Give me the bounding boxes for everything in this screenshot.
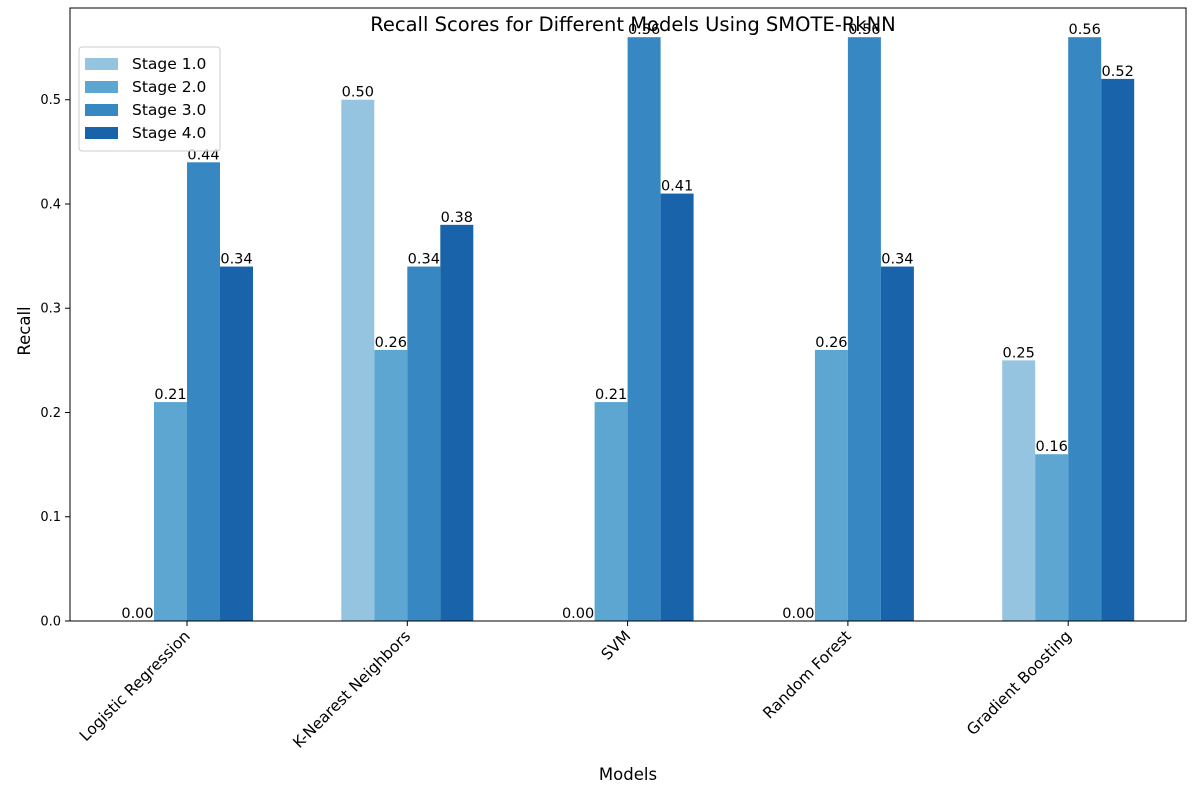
x-tick-label: K-Nearest Neighbors — [289, 627, 414, 752]
bar-label-4-3: 0.41 — [661, 179, 693, 195]
bars-group — [154, 37, 1135, 621]
bar-label-2-4: 0.26 — [815, 335, 847, 351]
bar-2-4 — [814, 349, 848, 621]
bar-2-5 — [1035, 454, 1069, 621]
x-tick-label: Logistic Regression — [76, 627, 194, 745]
x-tick-label: Gradient Boosting — [963, 627, 1075, 739]
y-tick-label: 0.4 — [40, 197, 61, 212]
bar-label-1-4: 0.00 — [782, 606, 814, 622]
bar-label-2-2: 0.26 — [375, 335, 407, 351]
bar-labels-group: 0.00 0.50 0.00 0.00 0.25 0.21 0.26 0.21 0.26 0.16… — [121, 22, 1133, 622]
legend-label-4: Stage 4.0 — [132, 124, 206, 142]
y-axis: 0.0 0.1 0.2 0.3 0.4 0.5 — [40, 93, 70, 630]
legend-swatch-2 — [85, 81, 118, 93]
y-tick-label: 0.0 — [40, 615, 61, 630]
bar-4-3 — [660, 193, 694, 621]
bar-label-4-2: 0.38 — [441, 210, 473, 226]
bar-3-3 — [627, 37, 661, 621]
bar-label-2-1: 0.21 — [154, 387, 186, 403]
bar-label-3-5: 0.56 — [1069, 22, 1101, 38]
x-axis: Logistic Regression K-Nearest Neighbors SV… — [76, 621, 1075, 752]
bar-label-4-5: 0.52 — [1102, 64, 1134, 80]
legend-label-3: Stage 3.0 — [132, 101, 206, 119]
bar-3-2 — [407, 266, 441, 621]
bar-label-2-5: 0.16 — [1036, 439, 1068, 455]
bar-label-3-4: 0.56 — [848, 22, 880, 38]
bar-4-2 — [440, 224, 474, 621]
x-tick-label: SVM — [598, 627, 635, 664]
bar-label-1-3: 0.00 — [562, 606, 594, 622]
bar-label-1-1: 0.00 — [121, 606, 153, 622]
legend-label-2: Stage 2.0 — [132, 78, 206, 96]
bar-label-4-1: 0.34 — [220, 252, 252, 268]
legend-label-1: Stage 1.0 — [132, 55, 206, 73]
bar-4-1 — [220, 266, 253, 621]
bar-1-5 — [1002, 360, 1036, 621]
y-axis-label: Recall — [15, 306, 34, 355]
bar-label-3-2: 0.34 — [408, 252, 440, 268]
bar-3-5 — [1068, 37, 1102, 621]
bar-label-1-5: 0.25 — [1003, 345, 1035, 361]
legend: Stage 1.0 Stage 2.0 Stage 3.0 Stage 4.0 — [78, 46, 221, 152]
bar-label-2-3: 0.21 — [595, 387, 627, 403]
bar-label-3-3: 0.56 — [628, 22, 660, 38]
bar-3-4 — [847, 37, 881, 621]
y-tick-label: 0.2 — [40, 406, 61, 421]
bar-3-1 — [187, 162, 220, 621]
bar-1-2 — [341, 99, 375, 621]
bar-2-2 — [374, 349, 408, 621]
y-tick-label: 0.3 — [40, 302, 61, 317]
chart-title: Recall Scores for Different Models Using… — [370, 13, 896, 36]
bar-4-4 — [880, 266, 914, 621]
legend-swatch-1 — [85, 58, 118, 70]
bar-label-1-2: 0.50 — [342, 85, 374, 101]
legend-box — [78, 46, 221, 152]
x-axis-label: Models — [599, 765, 657, 784]
bar-2-3 — [594, 402, 628, 621]
y-tick-label: 0.1 — [40, 510, 61, 525]
y-tick-label: 0.5 — [40, 93, 61, 108]
bar-label-4-4: 0.34 — [881, 252, 913, 268]
bar-4-5 — [1101, 78, 1135, 621]
x-tick-label: Random Forest — [760, 627, 855, 722]
legend-swatch-4 — [85, 127, 118, 139]
legend-swatch-3 — [85, 104, 118, 116]
bar-2-1 — [154, 402, 187, 621]
